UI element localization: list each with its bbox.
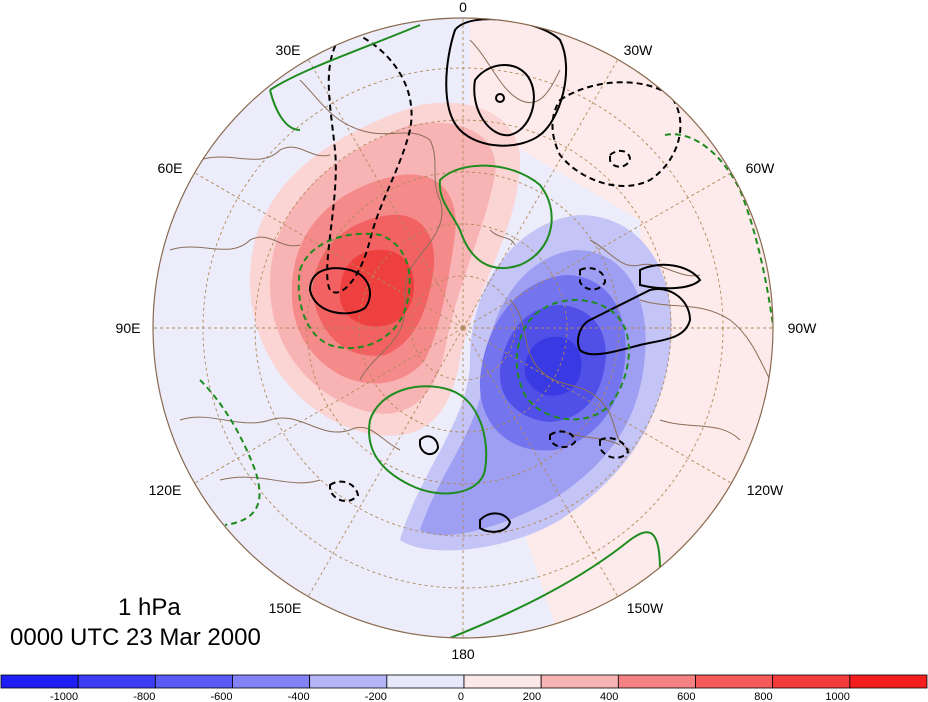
colorbar-box xyxy=(540,674,619,689)
colorbar-box xyxy=(386,674,465,689)
colorbar: -1000 -800 -600 -400 -200 0 200 400 600 800 1000 xyxy=(0,674,928,702)
black-contours xyxy=(308,18,702,533)
colorbar-tick-label: -800 xyxy=(133,691,155,702)
colorbar-tick-label: 800 xyxy=(754,691,772,702)
black-dashed-contours xyxy=(326,28,682,502)
colorbar-tick-label: -400 xyxy=(288,691,310,702)
colorbar-tick-label: 200 xyxy=(523,691,541,702)
map-boundary xyxy=(152,17,774,639)
colorbar-boxes xyxy=(0,674,928,689)
colorbar-box xyxy=(695,674,774,689)
colorbar-tick-label: -600 xyxy=(210,691,232,702)
colorbar-box xyxy=(154,674,233,689)
lon-label-60w: 60W xyxy=(746,160,776,176)
colorbar-box xyxy=(849,674,928,689)
lon-label-150w: 150W xyxy=(627,600,664,616)
colorbar-tick-label: -200 xyxy=(365,691,387,702)
colorbar-tick-label: -1000 xyxy=(50,691,78,702)
green-contours xyxy=(269,24,661,638)
colorbar-tick-label: 1000 xyxy=(825,691,849,702)
lon-label-30w: 30W xyxy=(624,42,654,58)
lon-label-0: 0 xyxy=(459,0,467,15)
colorbar-box xyxy=(232,674,311,689)
green-dashed-contours xyxy=(199,133,773,526)
lon-label-90e: 90E xyxy=(116,320,141,336)
coastlines xyxy=(169,39,771,484)
lon-label-120e: 120E xyxy=(149,482,182,498)
colorbar-tick-label: 400 xyxy=(600,691,618,702)
colorbar-box xyxy=(463,674,542,689)
colorbar-box xyxy=(617,674,696,689)
colorbar-box xyxy=(772,674,851,689)
lon-label-120w: 120W xyxy=(747,482,784,498)
positive-light-area xyxy=(470,18,773,638)
colorbar-box xyxy=(309,674,388,689)
map-disc xyxy=(153,18,773,638)
lon-label-150e: 150E xyxy=(269,600,302,616)
colorbar-box xyxy=(77,674,156,689)
lon-label-90w: 90W xyxy=(788,320,818,336)
lon-label-180: 180 xyxy=(451,646,475,662)
polar-map: 0 30W 60W 90W 120W 150W 180 150E 120E 90… xyxy=(116,0,818,662)
colorbar-labels: -1000 -800 -600 -400 -200 0 200 400 600 800 1000 xyxy=(50,691,850,702)
longitude-grid xyxy=(153,18,773,638)
lon-label-30e: 30E xyxy=(276,42,301,58)
longitude-labels: 0 30W 60W 90W 120W 150W 180 150E 120E 90… xyxy=(116,0,818,662)
valid-time-title: 0000 UTC 23 Mar 2000 xyxy=(10,624,261,651)
lon-label-60e: 60E xyxy=(158,160,183,176)
colorbar-tick-label: 0 xyxy=(458,691,464,702)
colorbar-tick-label: 600 xyxy=(677,691,695,702)
pressure-level-title: 1 hPa xyxy=(118,594,181,621)
colorbar-box xyxy=(0,674,79,689)
